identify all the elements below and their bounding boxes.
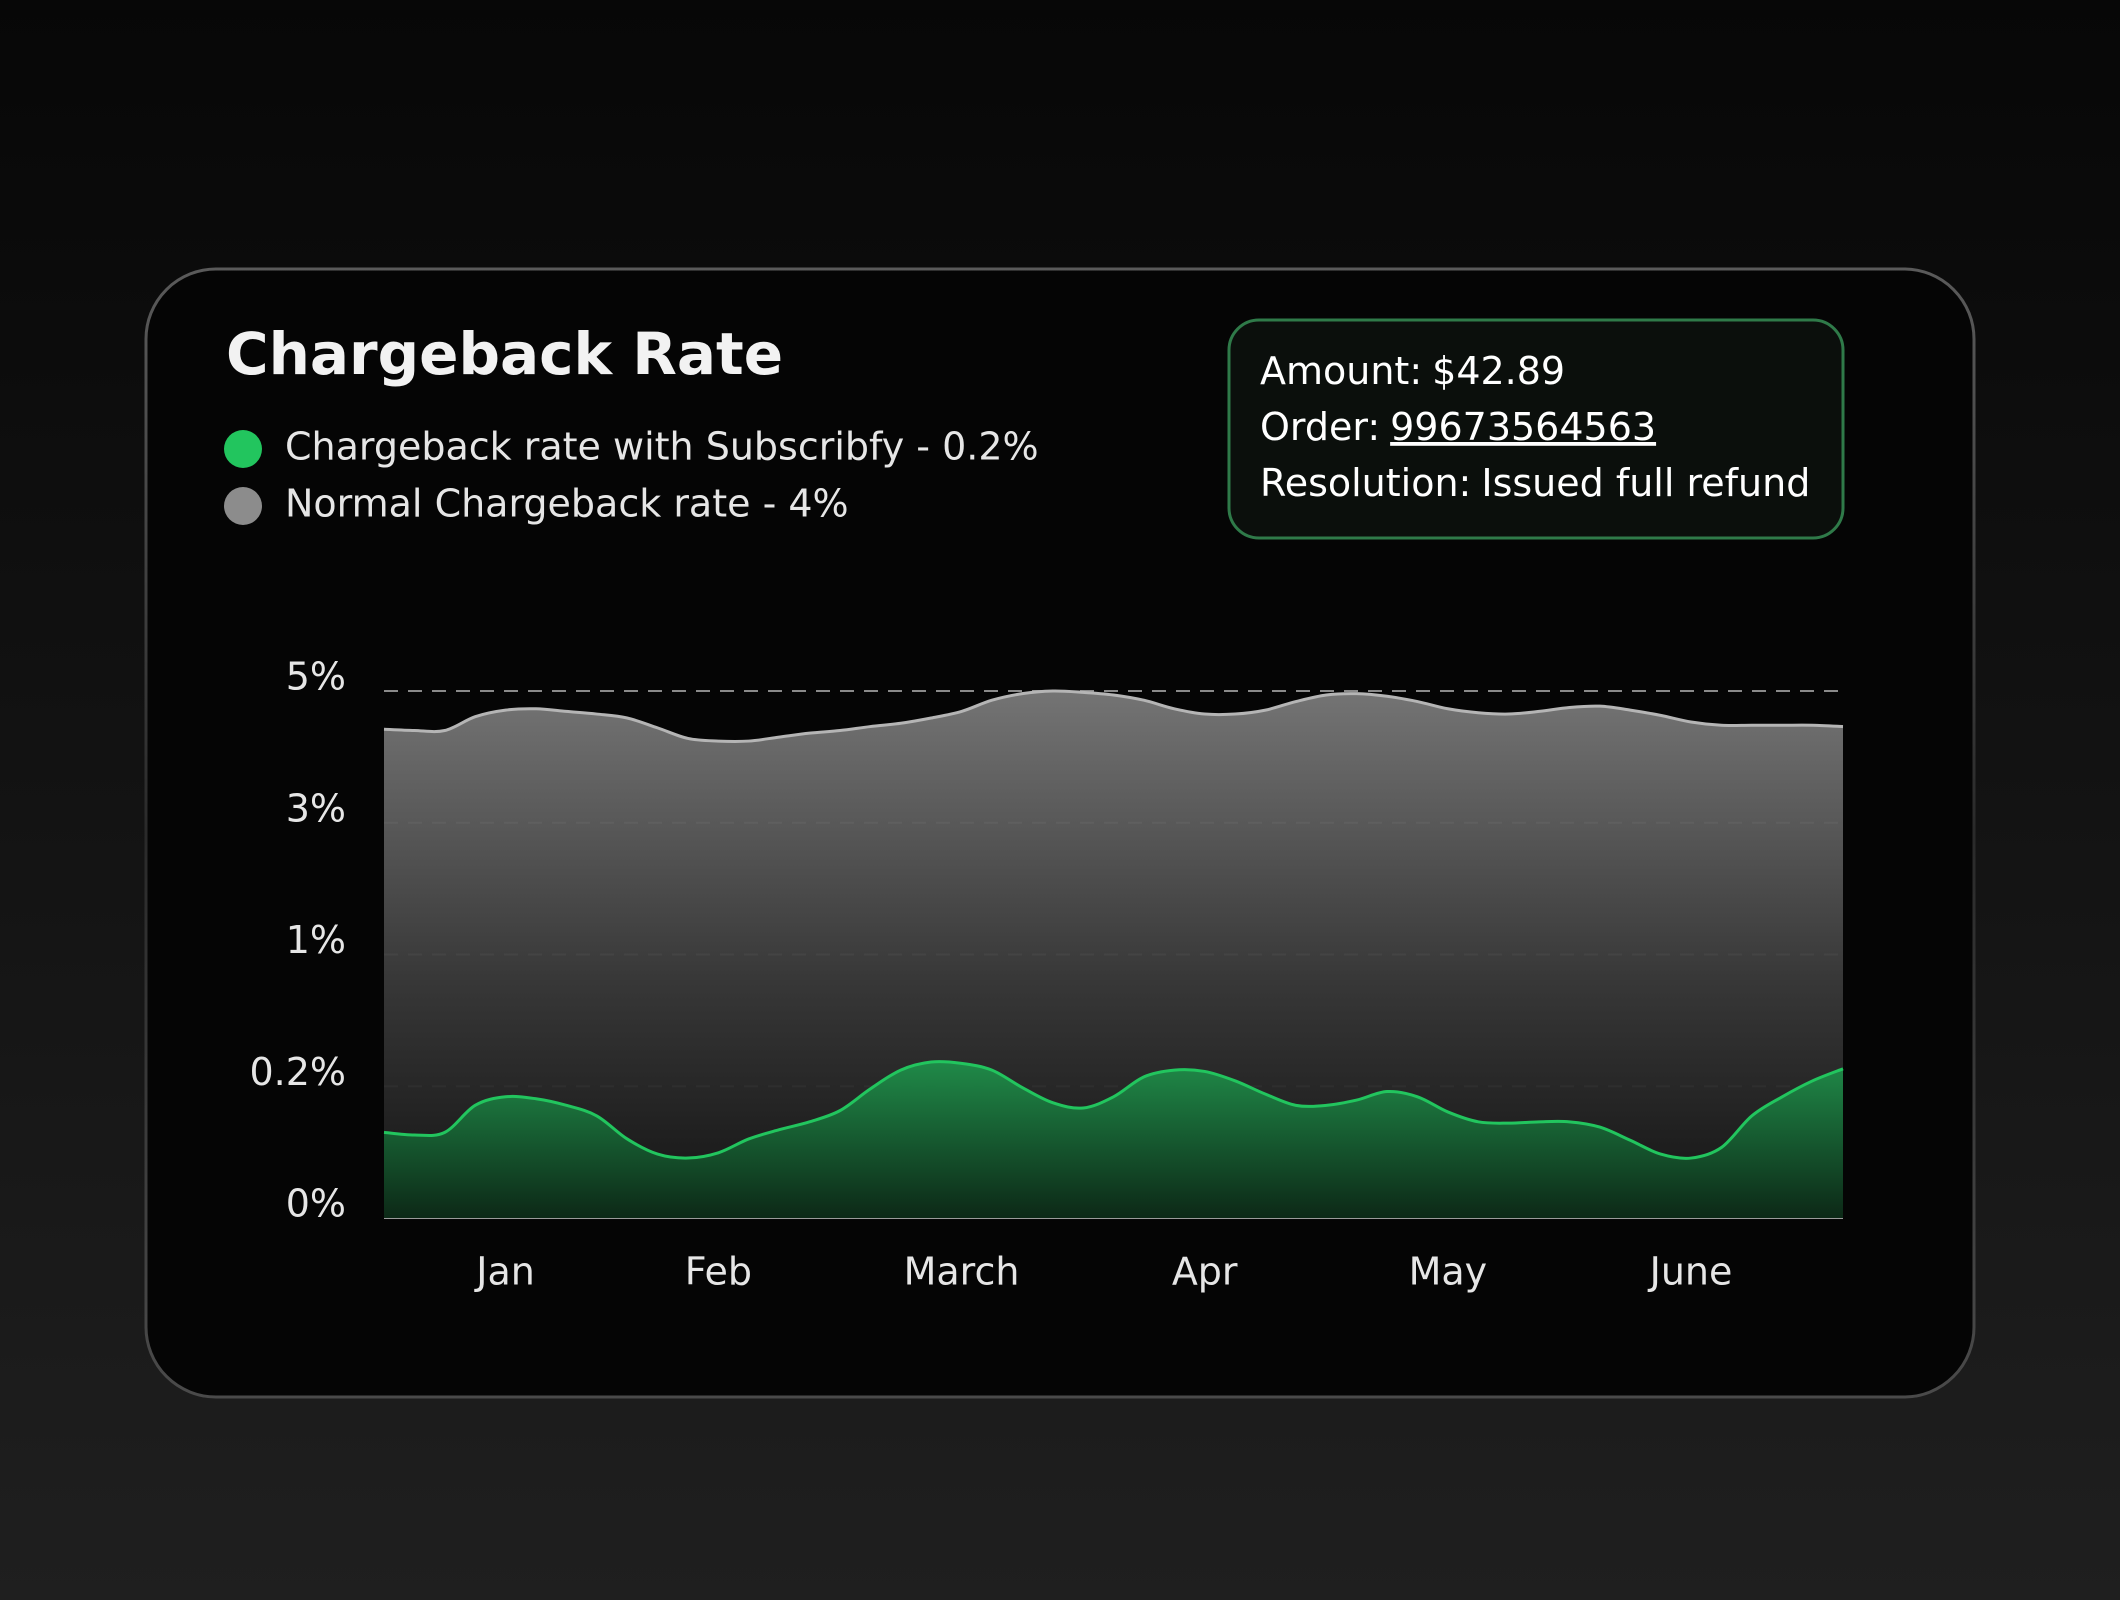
tooltip-value: $42.89 <box>1432 349 1565 393</box>
x-tick-label: May <box>1409 1250 1488 1294</box>
tooltip-line: Amount: $42.89 <box>1260 349 1565 393</box>
tooltip-value: Issued full refund <box>1481 461 1810 505</box>
line <box>383 689 1844 743</box>
legend-label: Normal Chargeback rate - 4% <box>285 482 849 526</box>
tooltip-label: Order: <box>1260 405 1380 449</box>
x-tick-label: March <box>904 1250 1020 1294</box>
x-tick-label: Feb <box>685 1250 752 1294</box>
x-tick-label: June <box>1648 1250 1733 1294</box>
tooltip-value[interactable]: 99673564563 <box>1390 405 1656 449</box>
line <box>383 1060 1844 1160</box>
tooltip-box <box>1227 318 1845 540</box>
legend-label: Chargeback rate with Subscribfy - 0.2% <box>285 425 1039 469</box>
legend-swatch <box>224 487 262 525</box>
legend-swatch <box>224 430 262 468</box>
x-tick-label: Apr <box>1172 1250 1238 1294</box>
tooltip-label: Resolution: <box>1260 461 1471 505</box>
chart-title: Chargeback Rate <box>226 320 783 388</box>
y-tick-label: 3% <box>286 786 346 830</box>
y-tick-label: 5% <box>286 655 346 699</box>
y-tick-label: 0.2% <box>249 1050 346 1094</box>
y-tick-label: 1% <box>286 918 346 962</box>
tooltip-line: Order: 99673564563 <box>1260 405 1656 449</box>
y-tick-label: 0% <box>286 1182 346 1226</box>
area <box>384 1061 1843 1218</box>
x-tick-label: Jan <box>474 1250 535 1294</box>
tooltip-line: Resolution: Issued full refund <box>1260 461 1810 505</box>
area <box>384 690 1843 1218</box>
tooltip-label: Amount: <box>1260 349 1422 393</box>
